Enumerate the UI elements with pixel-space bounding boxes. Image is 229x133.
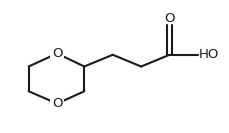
Text: O: O (52, 97, 62, 110)
Text: O: O (52, 47, 62, 60)
Text: O: O (164, 12, 174, 25)
Text: HO: HO (198, 48, 218, 61)
